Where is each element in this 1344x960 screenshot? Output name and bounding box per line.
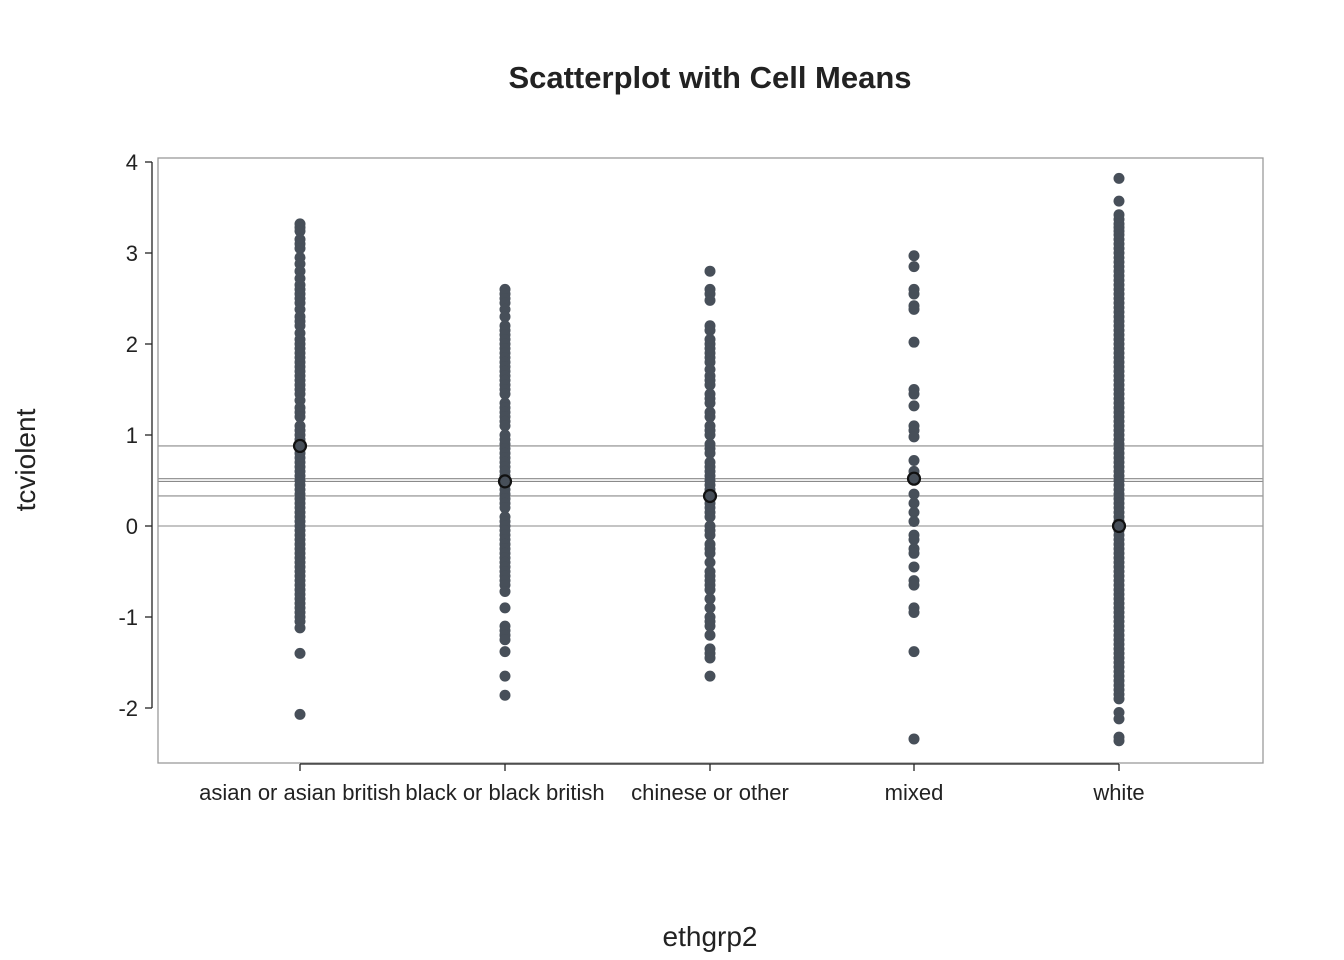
data-point [499,634,511,646]
data-point [704,379,716,391]
data-point [704,447,716,459]
y-tick-label: 1 [126,423,138,448]
data-point [499,420,511,432]
data-point [294,708,306,720]
chart-title: Scatterplot with Cell Means [508,60,912,95]
data-point [908,561,920,573]
x-tick-label: black or black british [405,780,604,805]
y-axis: -2 -1 0 1 2 3 4 [118,150,153,721]
data-point [704,429,716,441]
data-point [908,733,920,745]
data-point [704,265,716,277]
data-point [704,593,716,605]
data-point [294,622,306,634]
data-point [704,294,716,306]
data-point [1113,172,1125,184]
data-point [908,488,920,500]
y-tick-label: -2 [118,696,138,721]
data-point [908,515,920,527]
cell-mean-marker [906,471,922,486]
data-point [704,397,716,409]
data-point [704,629,716,641]
data-point [499,311,511,323]
data-point [908,431,920,443]
cell-mean-marker [1111,518,1127,534]
data-point [704,529,716,541]
cell-mean-marker [497,474,513,489]
data-point [704,556,716,568]
data-point [908,336,920,348]
data-point [908,388,920,400]
data-point [908,288,920,300]
y-tick-label: 3 [126,241,138,266]
cell-mean-markers [292,438,1127,534]
x-axis-title: ethgrp2 [663,921,758,952]
x-tick-label: white [1092,780,1144,805]
data-point [908,534,920,546]
data-point [908,250,920,262]
data-point [499,646,511,658]
data-point [704,511,716,523]
data-point [294,647,306,659]
data-point [908,454,920,466]
cell-mean-marker [702,488,718,504]
data-point [499,502,511,514]
data-point [499,689,511,701]
data-point [908,547,920,559]
data-point [908,261,920,273]
data-point [294,225,306,237]
data-point [908,400,920,412]
data-point [908,497,920,509]
x-tick-label: asian or asian british [199,780,401,805]
y-tick-label: 4 [126,150,138,175]
data-point [294,242,306,254]
data-point [1113,693,1125,705]
data-point [704,620,716,632]
data-point [704,411,716,423]
data-point [704,602,716,614]
data-point [499,586,511,598]
y-tick-label: -1 [118,605,138,630]
x-tick-label: chinese or other [631,780,789,805]
data-point [704,584,716,596]
data-point [499,602,511,614]
data-point [1113,713,1125,725]
data-point [908,579,920,591]
data-point [1113,195,1125,207]
data-point [908,646,920,658]
y-axis-title: tcviolent [10,408,41,511]
data-point [704,670,716,682]
data-point [908,303,920,315]
data-point [499,670,511,682]
data-point [704,652,716,664]
y-tick-label: 0 [126,514,138,539]
cell-mean-marker [292,438,308,454]
data-point [294,411,306,423]
data-point [908,606,920,618]
data-point [704,324,716,336]
y-tick-label: 2 [126,332,138,357]
data-point [704,547,716,559]
data-point [908,506,920,518]
x-axis: asian or asian british black or black bri… [199,763,1145,805]
x-tick-label: mixed [885,780,944,805]
data-point [499,388,511,400]
data-points [294,172,1125,747]
data-point [1113,735,1125,747]
plot-frame [157,157,1264,764]
